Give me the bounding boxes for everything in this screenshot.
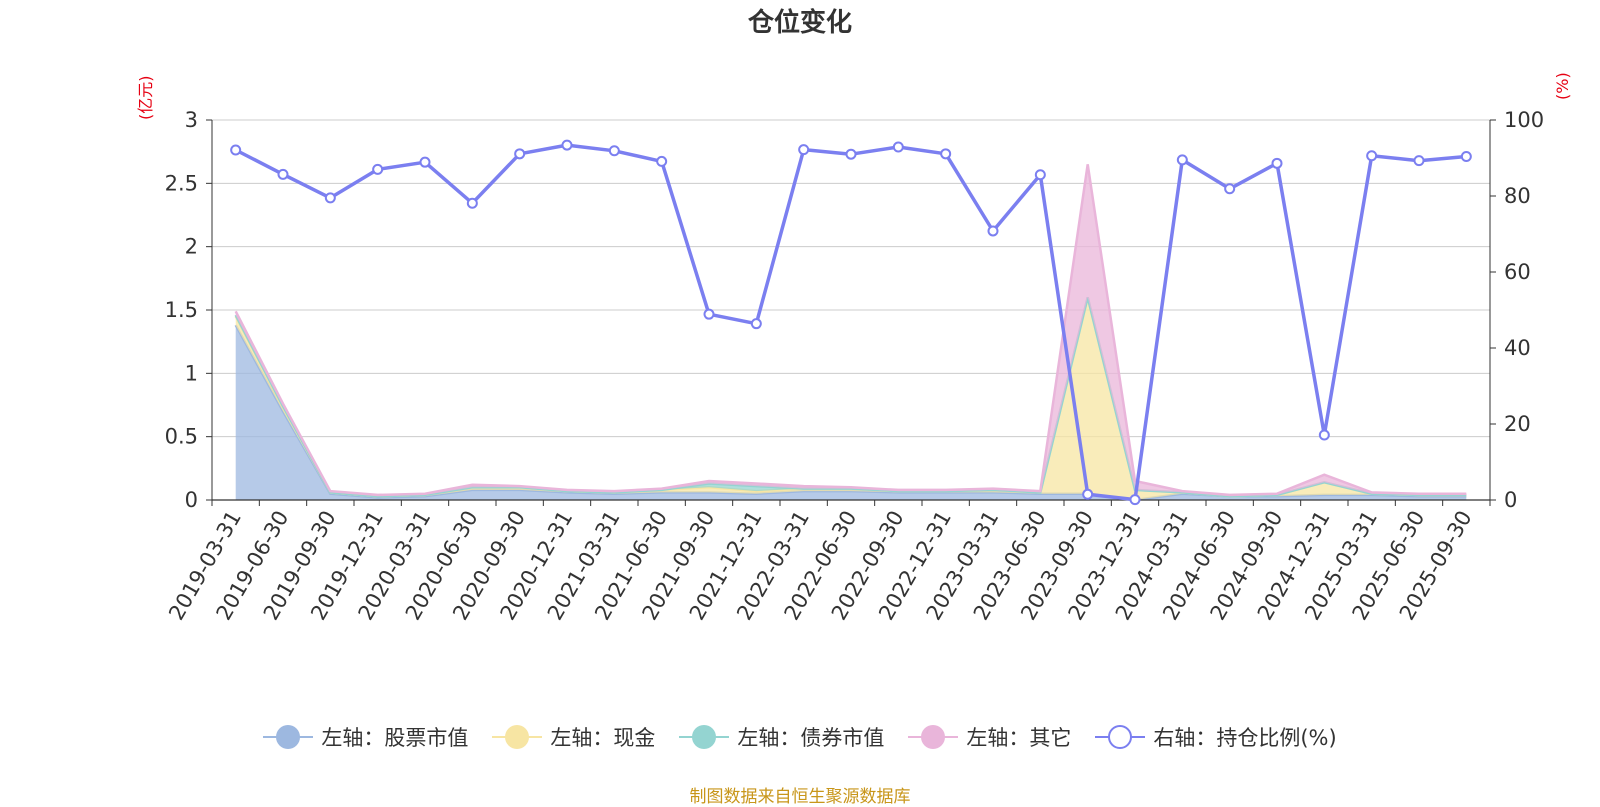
position-ratio-point [1176,154,1188,166]
left-tick-label: 0.5 [165,425,198,449]
right-tick-label: 40 [1504,336,1531,360]
legend-item-other[interactable]: 左轴：其它 [908,722,1071,752]
area-line-series-1 [234,297,1467,498]
position-ratio-point [230,144,242,156]
right-tick-label: 100 [1504,108,1544,132]
position-ratio-point [372,163,384,175]
left-tick-label: 0 [185,488,198,512]
position-ratio-point [1129,494,1141,506]
area-series-3 [235,164,1467,497]
legend-label-position-ratio: 右轴：持仓比例(%) [1153,726,1337,750]
legend-label-stock: 左轴：股票市值 [321,726,469,750]
legend-swatch-stock [263,724,314,750]
area-series-0 [235,325,1467,500]
legend-swatch-other [908,724,959,750]
legend-item-stock[interactable]: 左轴：股票市值 [263,722,468,752]
position-ratio-point [798,144,810,156]
right-tick-label: 60 [1504,260,1531,284]
position-ratio-line [234,143,1467,502]
position-ratio-point [1460,150,1472,162]
legend-item-cash[interactable]: 左轴：现金 [492,722,655,752]
left-tick-label: 1.5 [165,298,198,322]
position-ratio-point [1366,150,1378,162]
position-ratio-point [750,318,762,330]
position-ratio-point [466,197,478,209]
left-tick-label: 1 [185,361,198,385]
data-source-note: 制图数据来自恒生聚源数据库 [689,787,911,807]
left-tick-label: 3 [185,108,198,132]
legend-item-position-ratio[interactable]: 右轴：持仓比例(%) [1095,722,1337,752]
legend-label-other: 左轴：其它 [966,726,1072,750]
position-ratio-point [514,148,526,160]
position-ratio-point [656,155,668,167]
position-ratio-point [1413,155,1425,167]
legend-swatch-position-ratio [1095,724,1146,750]
right-tick-label: 20 [1504,412,1531,436]
right-tick-label: 80 [1504,184,1531,208]
position-ratio-point [1318,429,1330,441]
left-tick-label: 2.5 [165,171,198,195]
position-ratio-point [1271,157,1283,169]
area-series-2 [235,297,1467,497]
legend-label-bond: 左轴：债券市值 [737,726,885,750]
position-ratio-point [1034,169,1046,181]
position-ratio-point [845,148,857,160]
position-ratio-point [940,148,952,160]
position-ratio-point [608,145,620,157]
legend-item-bond[interactable]: 左轴：债券市值 [679,722,884,752]
position-change-chart: 00.511.522.530204060801002019-03-312019-… [164,108,1544,624]
legend-label-cash: 左轴：现金 [550,726,656,750]
position-ratio-point [892,141,904,153]
legend-swatch-cash [492,724,543,750]
chart-title: 仓位变化 [747,8,852,38]
right-tick-label: 0 [1504,488,1517,512]
left-tick-label: 2 [185,235,198,259]
chart-legend: 左轴：股票市值 左轴：现金 左轴：债券市值 左轴：其它 右轴：持仓比例(%) [0,722,1600,752]
area-line-series-0 [234,324,1467,502]
position-ratio-point [987,225,999,237]
area-series-1 [235,297,1467,500]
position-ratio-point [561,139,573,151]
position-ratio-point [703,308,715,320]
position-ratio-point [1224,183,1236,195]
position-ratio-point [1082,488,1094,500]
position-ratio-point [419,156,431,168]
area-line-series-3 [234,164,1467,497]
position-ratio-point [324,192,336,204]
legend-swatch-bond [679,724,730,750]
position-ratio-point [277,168,289,180]
area-line-series-2 [234,297,1467,498]
